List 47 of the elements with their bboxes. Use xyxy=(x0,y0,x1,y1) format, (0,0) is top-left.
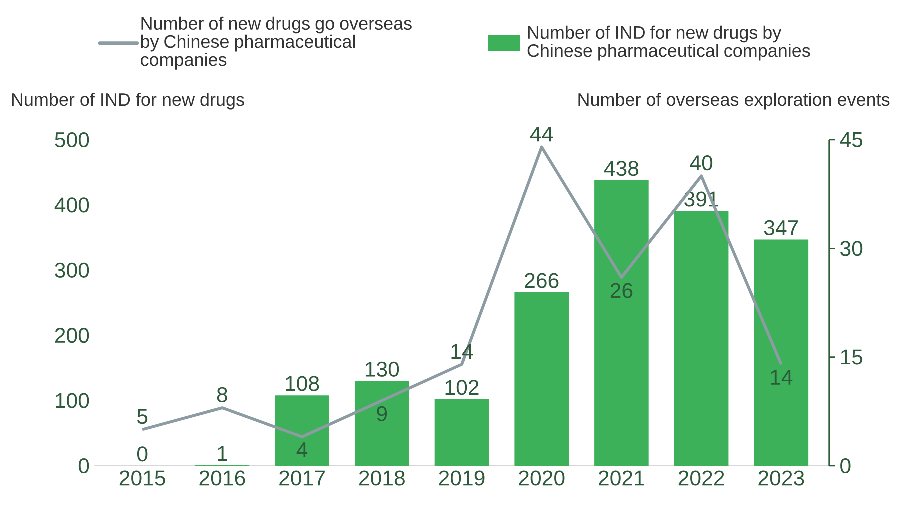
y-tick-label: 300 xyxy=(55,262,90,278)
x-tick-label: 2021 xyxy=(599,470,644,486)
y2-axis-title: Number of overseas exploration events xyxy=(578,92,890,110)
bar xyxy=(514,292,569,466)
bar xyxy=(674,211,729,466)
x-tick-label: 2016 xyxy=(200,470,246,486)
data-label: 8 xyxy=(217,387,228,402)
y-tick-label: 200 xyxy=(55,328,90,344)
y-tick-label: 500 xyxy=(55,132,90,148)
legend-label: Number of new drugs go overseas by Chinese pharmaceutical companies xyxy=(141,16,412,70)
data-label: 14 xyxy=(771,370,793,385)
data-label: 347 xyxy=(764,220,798,236)
x-tick-label: 2023 xyxy=(758,470,804,486)
y2-tick-label: 0 xyxy=(840,458,851,474)
y-tick-label: 100 xyxy=(56,393,90,408)
bar xyxy=(354,381,410,466)
data-label: 9 xyxy=(377,406,388,422)
x-tick-label: 2017 xyxy=(280,470,325,486)
data-label: 438 xyxy=(604,161,639,176)
data-label: 26 xyxy=(610,283,633,298)
data-label: 40 xyxy=(690,156,713,171)
data-label: 266 xyxy=(525,273,559,288)
data-label: 1 xyxy=(218,446,228,462)
data-label: 102 xyxy=(446,380,479,396)
y-tick-label: 0 xyxy=(78,458,90,474)
data-label: 0 xyxy=(137,446,148,462)
bar xyxy=(754,240,809,466)
y2-tick-label: 45 xyxy=(840,132,863,148)
y2-tick-label: 15 xyxy=(841,350,863,365)
x-tick-label: 2019 xyxy=(439,470,485,486)
data-label: 130 xyxy=(366,362,400,377)
legend-label: Number of IND for new drugs by Chinese pharmaceutical companies xyxy=(528,26,810,61)
x-tick-label: 2015 xyxy=(120,470,166,486)
x-tick-label: 2020 xyxy=(519,470,565,486)
bar xyxy=(434,399,490,466)
y-axis-title: Number of IND for new drugs xyxy=(12,92,244,110)
y-tick-label: 400 xyxy=(54,198,90,213)
x-tick-label: 2022 xyxy=(678,470,724,486)
data-label: 5 xyxy=(138,409,148,424)
data-label: 14 xyxy=(452,344,474,359)
data-label: 44 xyxy=(530,126,554,142)
bar xyxy=(594,180,649,466)
y2-tick-label: 30 xyxy=(840,241,863,256)
x-tick-label: 2018 xyxy=(359,470,405,486)
data-label: 4 xyxy=(296,442,308,458)
data-label: 108 xyxy=(286,376,320,392)
bar xyxy=(275,396,330,466)
